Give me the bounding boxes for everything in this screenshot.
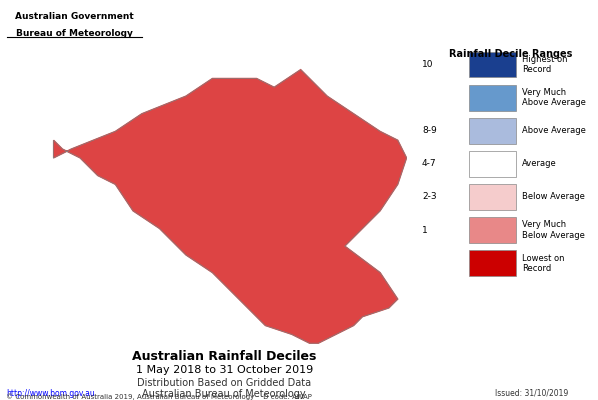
- FancyBboxPatch shape: [469, 217, 515, 243]
- Polygon shape: [54, 70, 407, 343]
- Text: Highest on
Record: Highest on Record: [523, 55, 568, 74]
- Text: Australian Bureau of Meteorology: Australian Bureau of Meteorology: [142, 389, 306, 399]
- Text: 1: 1: [422, 226, 428, 234]
- Text: Below Average: Below Average: [523, 192, 585, 202]
- Text: 8-9: 8-9: [422, 126, 437, 135]
- FancyBboxPatch shape: [469, 250, 515, 276]
- Text: 2-3: 2-3: [422, 192, 437, 202]
- Text: http://www.bom.gov.au: http://www.bom.gov.au: [6, 389, 94, 398]
- FancyBboxPatch shape: [469, 118, 515, 144]
- Text: Above Average: Above Average: [523, 126, 586, 135]
- FancyBboxPatch shape: [469, 52, 515, 78]
- Text: Very Much
Above Average: Very Much Above Average: [523, 88, 586, 107]
- Text: Average: Average: [523, 159, 557, 168]
- Text: Issued: 31/10/2019: Issued: 31/10/2019: [495, 389, 568, 398]
- Text: 10: 10: [422, 60, 434, 69]
- Text: Australian Rainfall Deciles: Australian Rainfall Deciles: [132, 350, 316, 363]
- FancyBboxPatch shape: [469, 184, 515, 210]
- Text: Australian Government: Australian Government: [16, 12, 134, 21]
- Text: Distribution Based on Gridded Data: Distribution Based on Gridded Data: [137, 378, 312, 388]
- Text: 4-7: 4-7: [422, 159, 437, 168]
- Text: Very Much
Below Average: Very Much Below Average: [523, 220, 585, 240]
- FancyBboxPatch shape: [469, 151, 515, 177]
- Text: © Commonwealth of Australia 2019, Australian Bureau of Meteorology    D code: AW: © Commonwealth of Australia 2019, Austra…: [6, 393, 312, 400]
- Text: Rainfall Decile Ranges: Rainfall Decile Ranges: [449, 49, 572, 59]
- Text: 1 May 2018 to 31 October 2019: 1 May 2018 to 31 October 2019: [136, 365, 313, 375]
- FancyBboxPatch shape: [469, 85, 515, 110]
- Text: Lowest on
Record: Lowest on Record: [523, 254, 565, 273]
- Text: Bureau of Meteorology: Bureau of Meteorology: [16, 29, 133, 38]
